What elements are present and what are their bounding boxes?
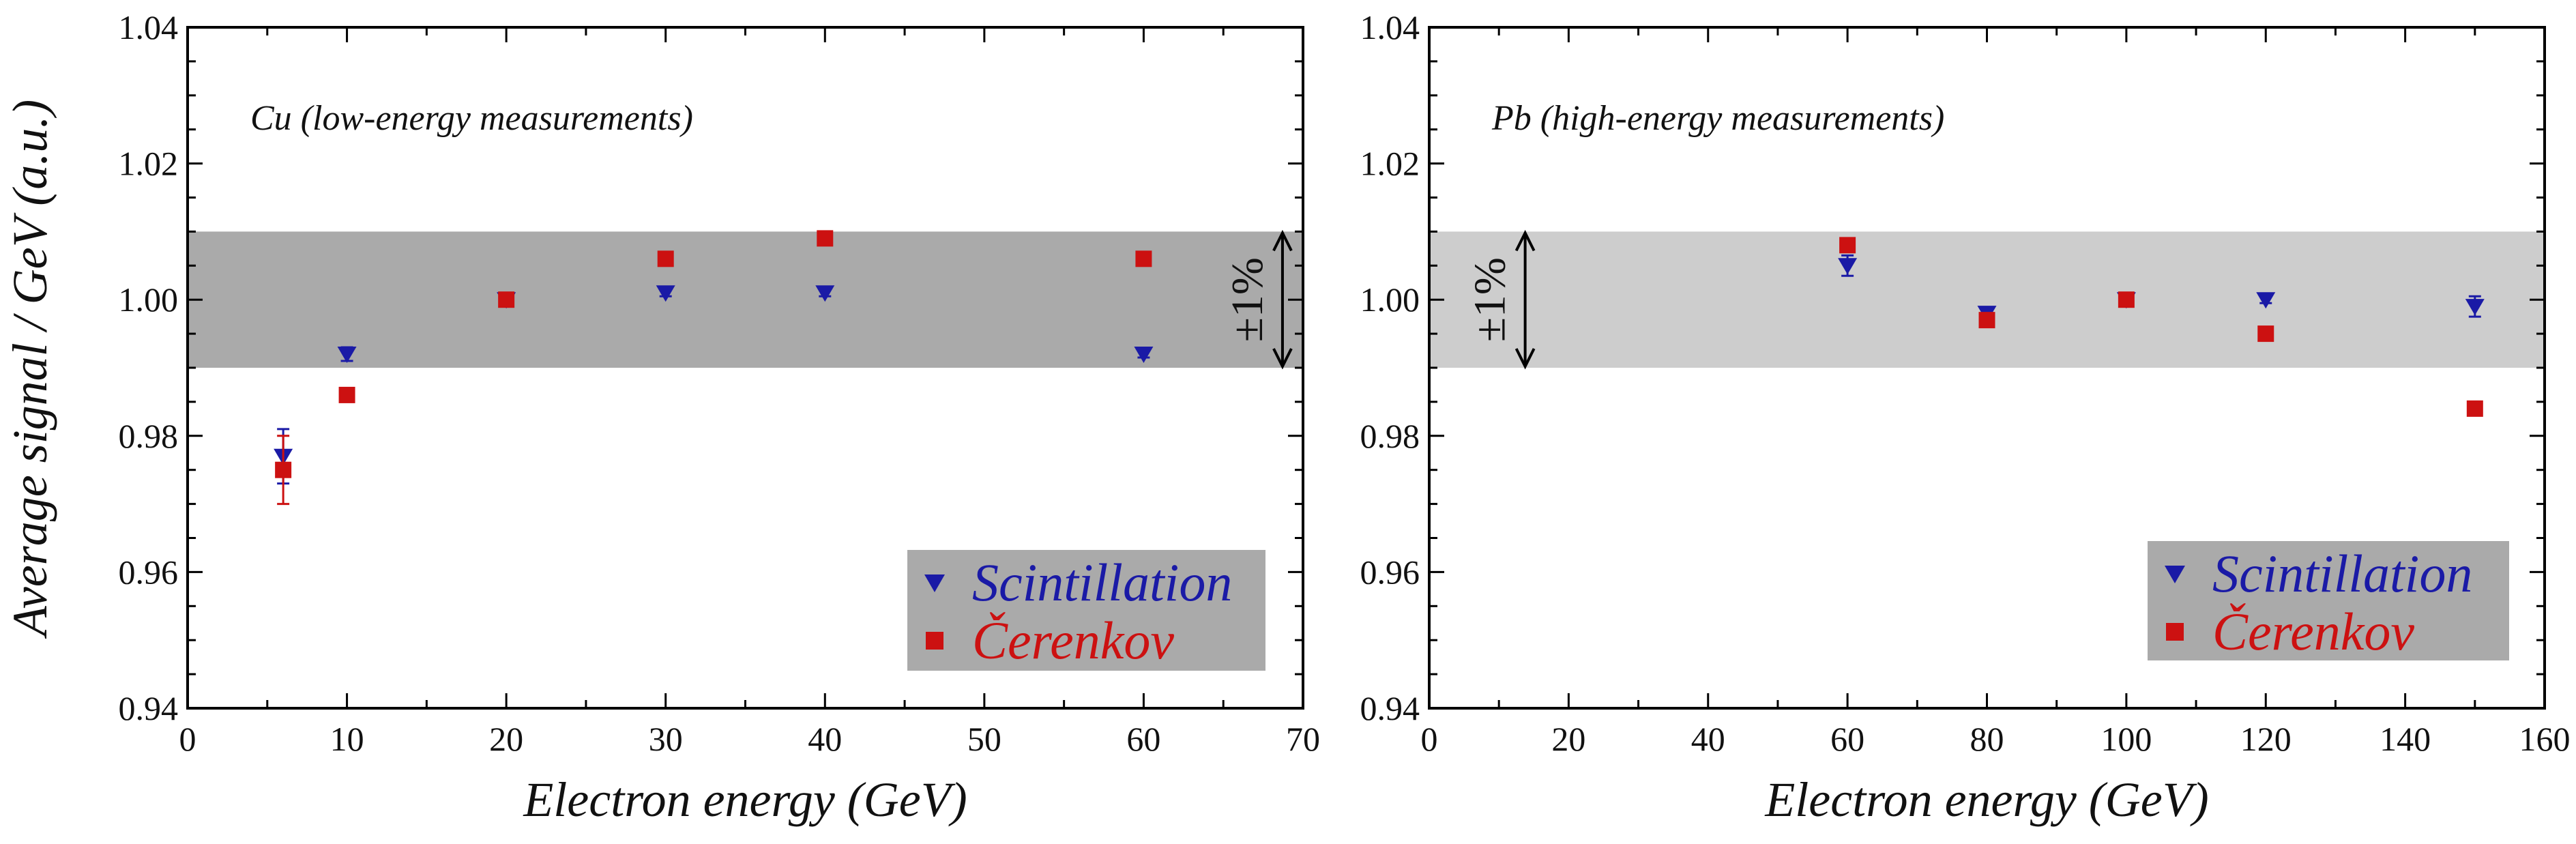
x-tick-label: 0 [179, 720, 196, 758]
data-point-triangle [1838, 258, 1858, 275]
data-point-square [498, 291, 515, 308]
series-cerenkov [275, 230, 1152, 506]
series-cerenkov [1839, 237, 2483, 417]
x-tick-label: 20 [1551, 720, 1585, 758]
y-tick-label: 1.00 [119, 280, 179, 319]
x-tick-label: 80 [1970, 720, 2004, 758]
band-label: ±1% [1465, 257, 1515, 342]
legend-label: Čerenkov [2212, 602, 2414, 661]
data-point-triangle [815, 285, 835, 302]
x-tick-label: 160 [2519, 720, 2571, 758]
band-label: ±1% [1223, 257, 1272, 342]
chart-panel-2: ±1% 0 20 40 60 80 100 120 140 160 0.94 0.96 0.98 1.00… [1360, 8, 2571, 827]
data-point-triangle [1134, 347, 1154, 364]
data-point-triangle [656, 285, 675, 302]
tolerance-band [188, 231, 1303, 368]
x-tick-label: 60 [1126, 720, 1160, 758]
y-axis-title: Average signal / GeV (a.u.) [3, 100, 57, 639]
panel-label: Pb (high-energy measurements) [1491, 99, 1944, 138]
legend-marker-triangle [2165, 566, 2185, 583]
legend-label: Scintillation [972, 553, 1232, 612]
x-tick-label: 0 [1421, 720, 1438, 758]
y-tick-label: 0.96 [1360, 553, 1420, 591]
data-point-square [817, 230, 834, 247]
band-arrowhead-up [1514, 229, 1536, 252]
legend-marker-triangle [924, 574, 945, 592]
legend-label: Čerenkov [972, 611, 1174, 670]
data-point-square [275, 461, 292, 478]
x-tick-label: 70 [1286, 720, 1320, 758]
band-arrowhead-down [1514, 348, 1536, 370]
x-tick-label: 140 [2380, 720, 2431, 758]
y-tick-label: 1.04 [1360, 8, 1420, 46]
x-tick-label: 30 [649, 720, 683, 758]
y-tick-label: 1.02 [119, 145, 179, 183]
legend-box [907, 550, 1265, 671]
y-tick-label: 1.04 [119, 8, 179, 46]
x-tick-label: 120 [2240, 720, 2292, 758]
x-tick-label: 40 [1691, 720, 1725, 758]
legend-label: Scintillation [2212, 544, 2472, 603]
x-tick-label: 10 [330, 720, 364, 758]
data-point-triangle [2256, 292, 2276, 309]
x-tick-label: 100 [2101, 720, 2152, 758]
data-point-square [1839, 237, 1856, 254]
x-tick-label: 40 [808, 720, 842, 758]
x-axis-title: Electron energy (GeV) [1764, 772, 2208, 827]
data-point-square [2118, 291, 2135, 308]
y-tick-label: 0.98 [1360, 417, 1420, 455]
y-tick-label: 1.02 [1360, 145, 1420, 183]
legend-marker-square [926, 632, 943, 650]
x-tick-label: 60 [1830, 720, 1864, 758]
data-point-triangle [2465, 299, 2485, 316]
legend-box [2148, 541, 2509, 660]
data-point-square [2466, 400, 2483, 417]
y-tick-label: 0.94 [1360, 689, 1420, 727]
x-tick-label: 20 [489, 720, 523, 758]
data-point-square [657, 250, 674, 267]
data-point-square [338, 386, 355, 403]
x-axis-title: Electron energy (GeV) [523, 772, 967, 827]
y-tick-label: 0.96 [119, 553, 179, 591]
x-tick-label: 50 [967, 720, 1001, 758]
data-point-triangle [337, 347, 357, 364]
band-arrowhead-up [1272, 229, 1293, 252]
y-tick-label: 1.00 [1360, 280, 1420, 319]
y-tick-label: 0.98 [119, 417, 179, 455]
data-point-square [1135, 250, 1152, 267]
legend-marker-square [2166, 623, 2184, 641]
panel-label: Cu (low-energy measurements) [250, 99, 693, 138]
y-tick-label: 0.94 [119, 689, 179, 727]
data-point-square [2257, 325, 2274, 343]
band-arrowhead-down [1272, 348, 1293, 370]
data-point-square [1978, 312, 1995, 329]
chart-panel-1: ±1% 0 10 20 30 40 50 60 70 0.94 0.96 0.98 1.00 1.02 1.… [3, 8, 1320, 827]
tolerance-band [1429, 231, 2545, 368]
